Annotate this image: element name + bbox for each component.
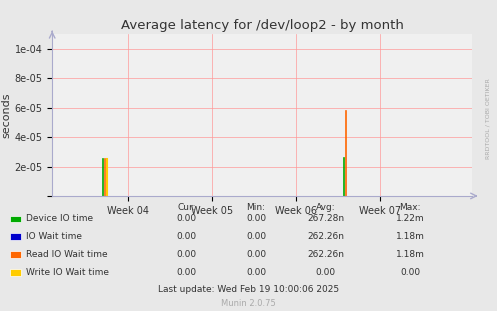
Text: 0.00: 0.00 xyxy=(176,268,196,276)
Text: 1.22m: 1.22m xyxy=(396,215,424,223)
Text: IO Wait time: IO Wait time xyxy=(26,232,82,241)
Text: Min:: Min: xyxy=(247,203,265,212)
Text: 0.00: 0.00 xyxy=(176,232,196,241)
Text: 267.28n: 267.28n xyxy=(307,215,344,223)
Text: Munin 2.0.75: Munin 2.0.75 xyxy=(221,299,276,308)
Text: 1.18m: 1.18m xyxy=(396,232,424,241)
Text: Device IO time: Device IO time xyxy=(26,215,93,223)
Text: 0.00: 0.00 xyxy=(246,268,266,276)
Text: 262.26n: 262.26n xyxy=(307,232,344,241)
Text: 0.00: 0.00 xyxy=(246,232,266,241)
Text: Last update: Wed Feb 19 10:00:06 2025: Last update: Wed Feb 19 10:00:06 2025 xyxy=(158,285,339,294)
Text: 0.00: 0.00 xyxy=(400,268,420,276)
Text: 0.00: 0.00 xyxy=(246,215,266,223)
Text: Cur:: Cur: xyxy=(177,203,196,212)
Text: 0.00: 0.00 xyxy=(176,250,196,259)
Text: RRDTOOL / TOBI OETIKER: RRDTOOL / TOBI OETIKER xyxy=(486,78,491,159)
Text: Max:: Max: xyxy=(399,203,421,212)
Text: 0.00: 0.00 xyxy=(246,250,266,259)
Y-axis label: seconds: seconds xyxy=(1,92,11,138)
Text: 1.18m: 1.18m xyxy=(396,250,424,259)
Title: Average latency for /dev/loop2 - by month: Average latency for /dev/loop2 - by mont… xyxy=(121,19,404,32)
Text: 0.00: 0.00 xyxy=(316,268,335,276)
Text: Avg:: Avg: xyxy=(316,203,335,212)
Text: 262.26n: 262.26n xyxy=(307,250,344,259)
Text: 0.00: 0.00 xyxy=(176,215,196,223)
Text: Read IO Wait time: Read IO Wait time xyxy=(26,250,107,259)
Text: Write IO Wait time: Write IO Wait time xyxy=(26,268,109,276)
